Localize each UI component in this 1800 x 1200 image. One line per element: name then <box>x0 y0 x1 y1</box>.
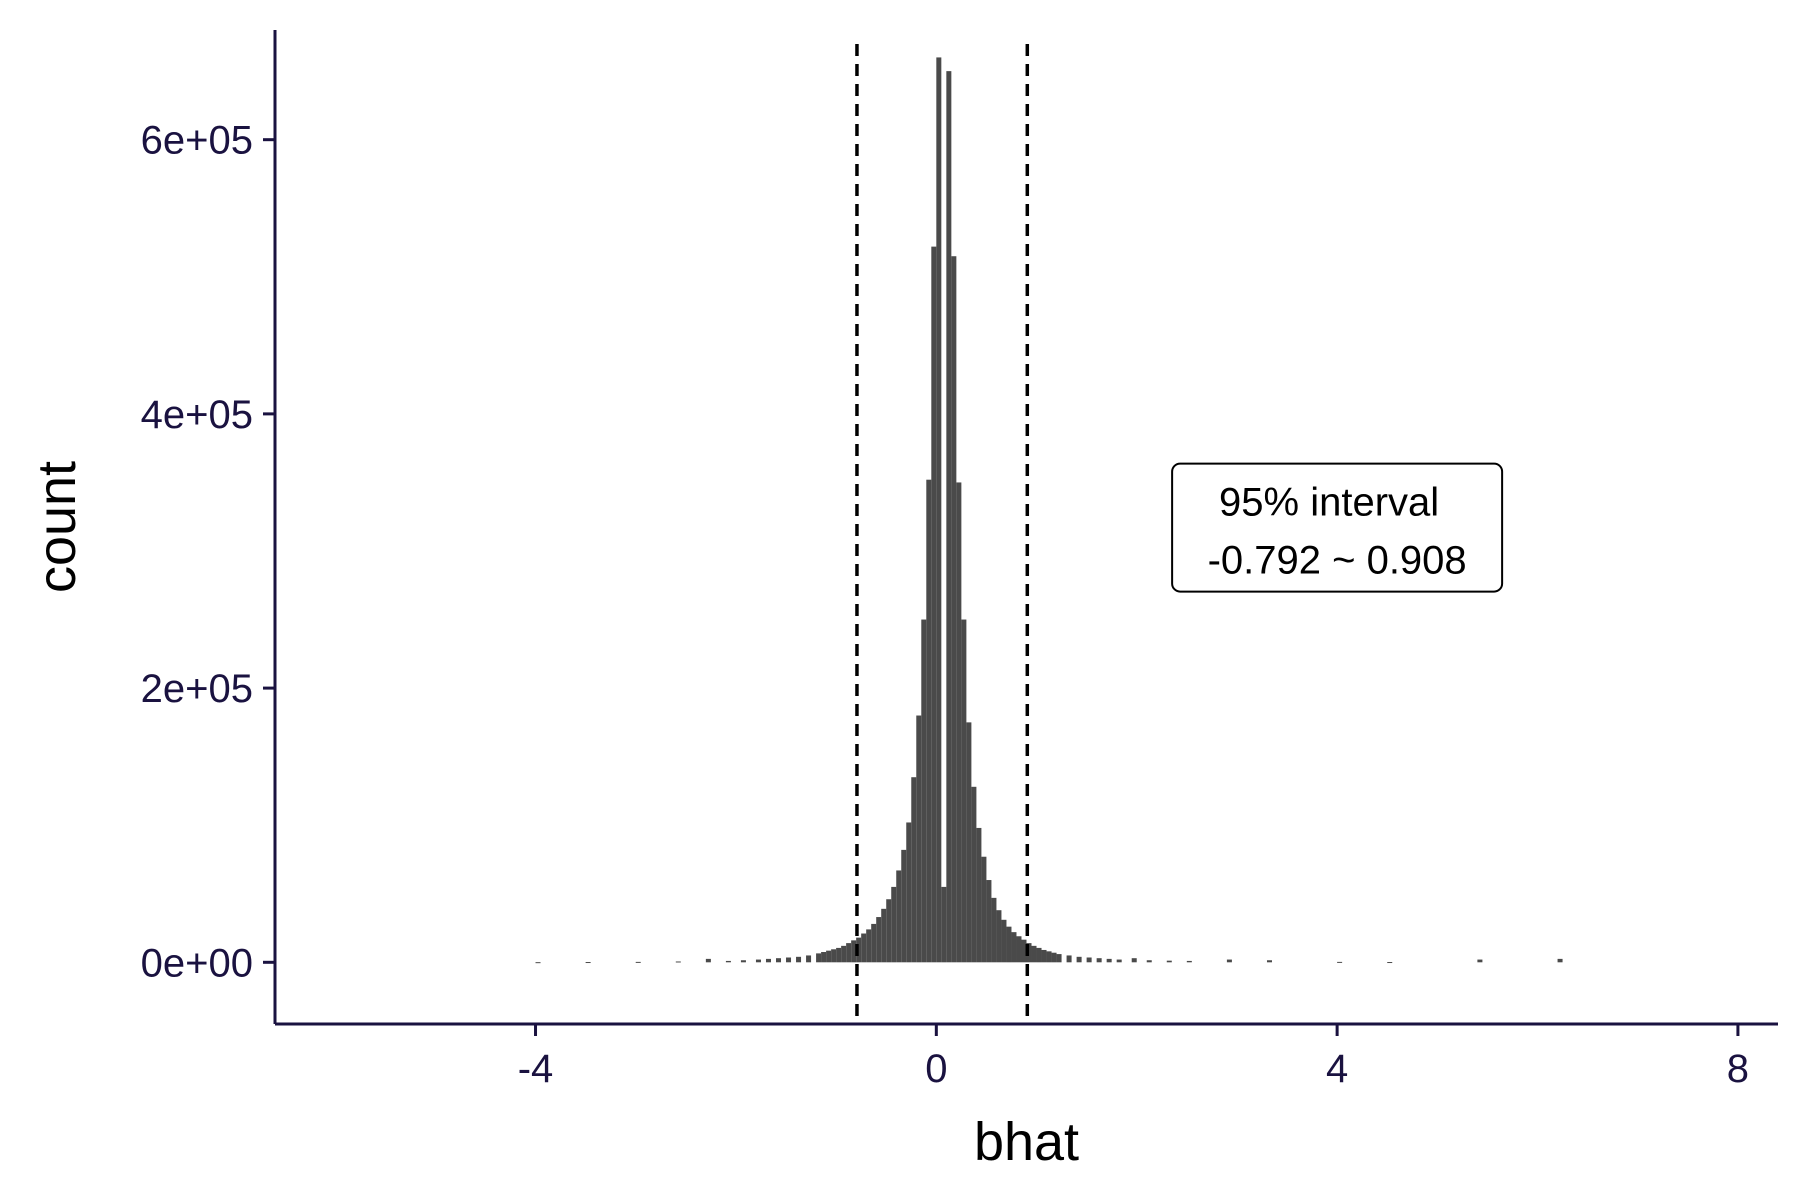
histogram-bar <box>886 899 892 963</box>
histogram-bar <box>1076 956 1082 963</box>
histogram-bar <box>1557 958 1563 963</box>
histogram-bar <box>981 856 987 963</box>
histogram-bar <box>806 955 812 963</box>
y-tick-label: 6e+05 <box>141 119 253 163</box>
histogram-bar <box>1021 939 1027 963</box>
histogram-bar <box>991 897 997 963</box>
y-tick-label: 0e+00 <box>141 941 253 985</box>
histogram-bar <box>1226 959 1232 963</box>
histogram-bar <box>1477 959 1483 963</box>
histogram-bar <box>776 958 782 963</box>
histogram-bar <box>1131 958 1137 963</box>
histogram-bar <box>1001 919 1007 963</box>
interval-reference-lines <box>855 44 1030 1022</box>
histogram-bar <box>1337 961 1343 963</box>
histogram-bar <box>1387 962 1393 964</box>
histogram-bar <box>1096 958 1102 963</box>
histogram-bar <box>966 722 972 963</box>
y-axis-title: count <box>27 461 87 593</box>
histogram-bar <box>996 910 1002 963</box>
histogram-bar <box>1266 960 1272 963</box>
histogram-bar <box>976 827 982 963</box>
histogram-bars <box>535 57 1563 964</box>
histogram-bar <box>1146 960 1152 963</box>
annotation-box <box>1171 462 1504 593</box>
histogram-bar <box>931 246 937 963</box>
histogram-bar <box>1046 951 1052 963</box>
histogram-bar <box>1106 958 1112 963</box>
histogram-bar <box>1066 955 1072 963</box>
histogram-bar <box>836 947 842 963</box>
x-tick-label: 4 <box>1326 1047 1348 1091</box>
annotation-line-1: 95% interval <box>1219 481 1439 525</box>
histogram-bar <box>936 57 942 963</box>
histogram-bar <box>946 71 952 963</box>
histogram-bar <box>1031 945 1037 963</box>
histogram-bar <box>851 940 857 963</box>
histogram-bar <box>861 933 867 963</box>
histogram-bar <box>871 923 877 963</box>
histogram-bar <box>1011 932 1017 963</box>
histogram-bar <box>1056 954 1062 963</box>
histogram-bar <box>765 958 771 963</box>
histogram-bar <box>1016 936 1022 963</box>
histogram-bar <box>831 949 837 963</box>
histogram-bar <box>906 822 912 963</box>
y-axis-ticks: 0e+00 2e+05 4e+05 6e+05 <box>141 119 275 985</box>
histogram-bar <box>911 777 917 963</box>
histogram-bar <box>881 908 887 963</box>
histogram-bar <box>941 886 947 963</box>
histogram-bar <box>1116 959 1122 963</box>
histogram-bar <box>866 929 872 963</box>
histogram-bar <box>846 943 852 963</box>
histogram-bar <box>1041 949 1047 963</box>
histogram-bar <box>635 961 641 963</box>
histogram-bar <box>1036 947 1042 963</box>
histogram-bar <box>816 953 822 963</box>
histogram-bar <box>740 960 746 963</box>
y-tick-label: 4e+05 <box>141 393 253 437</box>
histogram-bar <box>926 479 932 963</box>
histogram-bar <box>821 952 827 963</box>
x-tick-label: 0 <box>925 1047 947 1091</box>
histogram-bar <box>585 962 591 964</box>
histogram-bar <box>705 958 711 963</box>
x-axis-ticks: -4 0 4 8 <box>518 1024 1749 1091</box>
histogram-bar <box>961 619 967 963</box>
x-tick-label: 8 <box>1727 1047 1749 1091</box>
histogram-bar <box>896 870 902 963</box>
histogram-bar <box>1166 960 1172 963</box>
histogram-bar <box>891 886 897 963</box>
histogram-bar <box>796 956 802 963</box>
histogram-bar <box>1086 957 1092 963</box>
histogram-bar <box>971 786 977 963</box>
histogram-bar <box>1186 960 1192 963</box>
histogram-bar <box>675 961 681 963</box>
y-tick-label: 2e+05 <box>141 667 253 711</box>
histogram-bar <box>901 849 907 963</box>
histogram-bar <box>921 619 927 963</box>
histogram-bar <box>956 482 962 963</box>
histogram-bar <box>755 959 761 963</box>
annotation-line-2: -0.792 ~ 0.908 <box>1208 539 1467 583</box>
histogram-bar <box>1006 926 1012 963</box>
histogram-bar <box>841 945 847 963</box>
histogram-bar <box>725 960 731 963</box>
histogram-bar <box>876 917 882 963</box>
histogram-bar <box>535 962 541 964</box>
x-tick-label: -4 <box>518 1047 554 1091</box>
histogram-bar <box>986 880 992 963</box>
histogram-bar <box>916 715 922 963</box>
interval-annotation: 95% interval -0.792 ~ 0.908 <box>1171 462 1504 593</box>
histogram-bar <box>826 950 832 963</box>
histogram-bar <box>1051 952 1057 963</box>
x-axis-title: bhat <box>974 1112 1079 1172</box>
histogram-bar <box>786 957 792 963</box>
histogram-bar <box>951 256 957 963</box>
